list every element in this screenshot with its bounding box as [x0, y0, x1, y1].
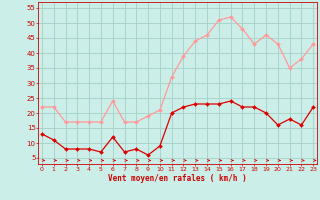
- X-axis label: Vent moyen/en rafales ( km/h ): Vent moyen/en rafales ( km/h ): [108, 174, 247, 183]
